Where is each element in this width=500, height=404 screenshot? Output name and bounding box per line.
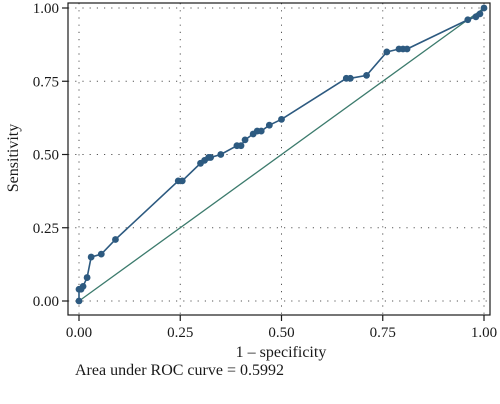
y-axis-ticks: 0.00 0.25 0.50 0.75 1.00 [33, 1, 68, 310]
y-tick-label: 1.00 [33, 1, 59, 17]
y-tick-label: 0.50 [33, 148, 59, 164]
roc-point [75, 297, 83, 305]
roc-point [346, 74, 354, 82]
roc-point [403, 45, 411, 53]
roc-point [257, 127, 265, 135]
roc-point [464, 16, 472, 24]
reference-diagonal-line [78, 7, 485, 302]
x-tick-label: 0.50 [268, 325, 294, 341]
x-tick-label: 0.00 [66, 325, 92, 341]
auc-annotation: Area under ROC curve = 0.5992 [75, 362, 284, 379]
roc-point [207, 154, 215, 161]
x-axis-label: 1 – specificity [236, 344, 327, 361]
roc-point [112, 236, 119, 243]
roc-curve-points [75, 4, 488, 305]
roc-point [83, 274, 91, 281]
x-axis-ticks: 0.00 0.25 0.50 0.75 1.00 [66, 315, 497, 341]
roc-point [363, 71, 370, 79]
y-tick-label: 0.00 [33, 294, 59, 310]
roc-point [79, 282, 87, 290]
plot-frame [67, 2, 491, 316]
roc-point [97, 250, 105, 258]
roc-point [476, 10, 484, 18]
grid-lines [68, 3, 490, 315]
roc-point [241, 136, 249, 144]
roc-point [278, 115, 285, 123]
x-tick-label: 0.25 [167, 325, 193, 341]
y-axis-label: Sensitivity [5, 124, 22, 192]
roc-point [217, 151, 225, 158]
roc-point [237, 142, 245, 150]
roc-point [87, 253, 95, 261]
roc-point [480, 4, 488, 12]
roc-point [383, 48, 391, 56]
roc-point [265, 121, 273, 129]
x-tick-label: 0.75 [370, 325, 396, 341]
roc-point [178, 177, 186, 185]
x-tick-label: 1.00 [471, 325, 497, 341]
y-tick-label: 0.75 [33, 74, 59, 90]
y-tick-label: 0.25 [33, 221, 59, 237]
